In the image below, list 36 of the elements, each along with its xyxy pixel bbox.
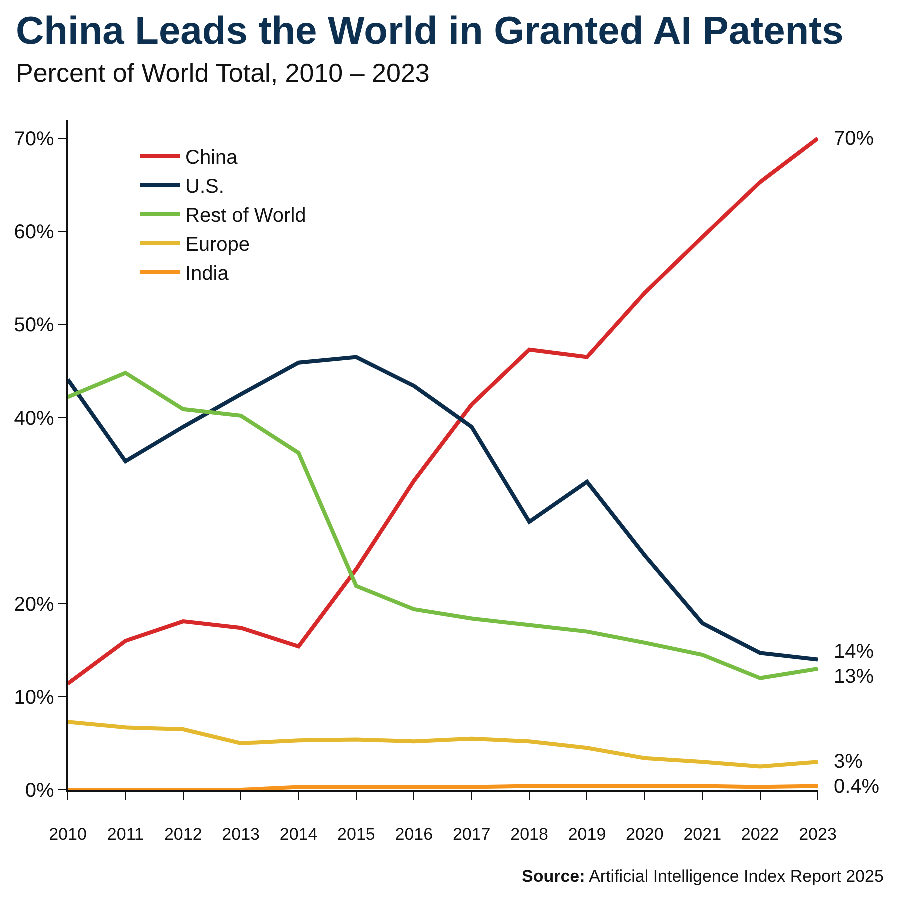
x-tick-label: 2020 [626, 825, 664, 844]
data-label: 3% [834, 751, 864, 773]
x-tick-label: 2017 [452, 825, 491, 844]
x-tick-label: 2011 [107, 825, 144, 844]
y-tick-label: 70% [14, 128, 54, 151]
x-tick-label: 2013 [222, 825, 260, 844]
data-label: 14% [834, 641, 874, 663]
x-tick-label: 2014 [280, 825, 318, 844]
line-series [68, 720, 818, 769]
y-tick-label: 0% [25, 780, 54, 802]
legend-label: Europe [186, 234, 250, 256]
x-tick-label: 2022 [741, 825, 780, 844]
x-tick-label: 2019 [568, 825, 606, 844]
x-tick-label: 2018 [510, 825, 548, 844]
chart-subtitle: Percent of World Total, 2010 – 2023 [16, 58, 430, 88]
legend-label: India [186, 263, 230, 286]
chart-title: China Leads the World in Granted AI Patents [16, 10, 844, 53]
y-tick-label: 50% [14, 314, 54, 337]
x-tick-label: 2012 [164, 825, 202, 844]
source-note: Source: Artificial Intelligence Index Report 2025 [522, 867, 884, 886]
x-tick-label: 2010 [49, 825, 87, 844]
y-tick-label: 60% [14, 222, 54, 244]
data-label: 13% [834, 666, 874, 688]
x-tick-label: 2015 [338, 825, 376, 844]
legend-label: U.S. [186, 176, 224, 198]
data-label: 70% [834, 128, 874, 150]
x-tick-label: 2021 [684, 825, 722, 844]
legend-label: Rest of World [186, 205, 306, 228]
x-tick-label: 2023 [799, 825, 837, 844]
legend-label: China [186, 147, 239, 170]
x-tick-label: 2016 [395, 825, 434, 844]
y-tick-label: 20% [14, 594, 54, 616]
y-tick-label: 10% [14, 686, 54, 709]
y-tick-label: 40% [14, 408, 54, 430]
line-series [68, 136, 818, 686]
data-label: 0.4% [834, 776, 880, 798]
